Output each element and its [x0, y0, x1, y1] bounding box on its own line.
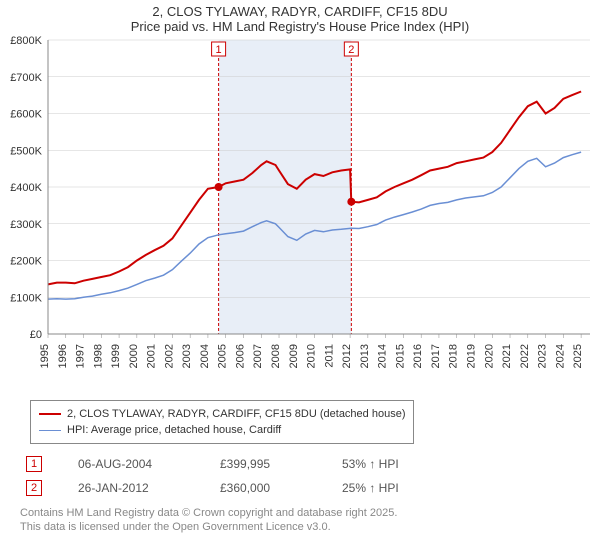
- attribution-line1: Contains HM Land Registry data © Crown c…: [20, 506, 600, 520]
- sale-date: 06-AUG-2004: [72, 452, 214, 476]
- legend: 2, CLOS TYLAWAY, RADYR, CARDIFF, CF15 8D…: [30, 400, 414, 444]
- x-tick-label: 2011: [323, 344, 335, 368]
- title-address: 2, CLOS TYLAWAY, RADYR, CARDIFF, CF15 8D…: [0, 4, 600, 19]
- x-tick-label: 2023: [537, 344, 549, 368]
- sale-marker-label: 2: [348, 44, 354, 56]
- legend-swatch: [39, 430, 61, 431]
- x-tick-label: 1999: [110, 344, 122, 368]
- legend-label: 2, CLOS TYLAWAY, RADYR, CARDIFF, CF15 8D…: [67, 408, 405, 420]
- x-tick-label: 1998: [92, 344, 104, 368]
- sale-diff: 25% ↑ HPI: [336, 476, 580, 500]
- attribution-line2: This data is licensed under the Open Gov…: [20, 520, 600, 534]
- x-tick-label: 2018: [448, 344, 460, 368]
- attribution: Contains HM Land Registry data © Crown c…: [20, 506, 600, 535]
- x-tick-label: 2013: [359, 344, 371, 368]
- chart-container: 2, CLOS TYLAWAY, RADYR, CARDIFF, CF15 8D…: [0, 0, 600, 560]
- chart-area: £0 £100K £200K £300K £400K £500K £600K £700K £80…: [0, 34, 600, 394]
- y-tick-label: £600K: [10, 109, 42, 121]
- legend-label: HPI: Average price, detached house, Card…: [67, 424, 281, 436]
- x-tick-label: 2002: [163, 344, 175, 368]
- line-chart-svg: £0 £100K £200K £300K £400K £500K £600K £700K £80…: [0, 34, 600, 394]
- y-tick-label: £300K: [10, 219, 42, 231]
- x-tick-label: 2017: [430, 344, 442, 368]
- title-block: 2, CLOS TYLAWAY, RADYR, CARDIFF, CF15 8D…: [0, 0, 600, 34]
- sale-marker-dot: [347, 198, 355, 206]
- legend-item: HPI: Average price, detached house, Card…: [39, 422, 405, 438]
- x-tick-label: 2006: [234, 344, 246, 368]
- x-tick-label: 2015: [394, 344, 406, 368]
- x-tick-label: 2021: [501, 344, 513, 368]
- sale-marker-dot: [215, 183, 223, 191]
- table-row: 1 06-AUG-2004£399,99553% ↑ HPI: [20, 452, 580, 476]
- x-tick-label: 2008: [270, 344, 282, 368]
- x-tick-label: 2014: [377, 344, 389, 368]
- x-tick-label: 2019: [465, 344, 477, 368]
- x-tick-label: 2007: [252, 344, 264, 368]
- x-tick-label: 2020: [483, 344, 495, 368]
- y-tick-label: £0: [30, 329, 42, 341]
- legend-swatch: [39, 413, 61, 415]
- x-tick-label: 2005: [217, 344, 229, 368]
- x-tick-label: 2001: [146, 344, 158, 368]
- sale-diff: 53% ↑ HPI: [336, 452, 580, 476]
- sale-marker-icon: 1: [26, 456, 42, 472]
- x-tick-label: 1995: [39, 344, 51, 368]
- x-tick-label: 2009: [288, 344, 300, 368]
- x-tick-label: 2024: [554, 344, 566, 368]
- y-tick-label: £500K: [10, 145, 42, 157]
- x-tick-label: 1996: [57, 344, 69, 368]
- x-tick-label: 1997: [75, 344, 87, 368]
- x-tick-label: 2003: [181, 344, 193, 368]
- sale-price: £360,000: [214, 476, 336, 500]
- legend-item: 2, CLOS TYLAWAY, RADYR, CARDIFF, CF15 8D…: [39, 406, 405, 422]
- sales-table: 1 06-AUG-2004£399,99553% ↑ HPI 2 26-JAN-201…: [20, 452, 580, 500]
- x-tick-label: 2010: [306, 344, 318, 368]
- table-row: 2 26-JAN-2012£360,00025% ↑ HPI: [20, 476, 580, 500]
- sale-price: £399,995: [214, 452, 336, 476]
- title-subtitle: Price paid vs. HM Land Registry's House …: [0, 19, 600, 34]
- y-tick-label: £700K: [10, 72, 42, 84]
- y-tick-label: £200K: [10, 256, 42, 268]
- sale-date: 26-JAN-2012: [72, 476, 214, 500]
- y-tick-label: £400K: [10, 182, 42, 194]
- sale-marker-label: 1: [216, 44, 222, 56]
- y-tick-label: £100K: [10, 292, 42, 304]
- y-tick-label: £800K: [10, 35, 42, 47]
- x-tick-label: 2016: [412, 344, 424, 368]
- sale-marker-icon: 2: [26, 480, 42, 496]
- x-tick-label: 2012: [341, 344, 353, 368]
- x-tick-label: 2025: [572, 344, 584, 368]
- x-tick-label: 2004: [199, 344, 211, 368]
- x-tick-label: 2000: [128, 344, 140, 368]
- x-tick-label: 2022: [519, 344, 531, 368]
